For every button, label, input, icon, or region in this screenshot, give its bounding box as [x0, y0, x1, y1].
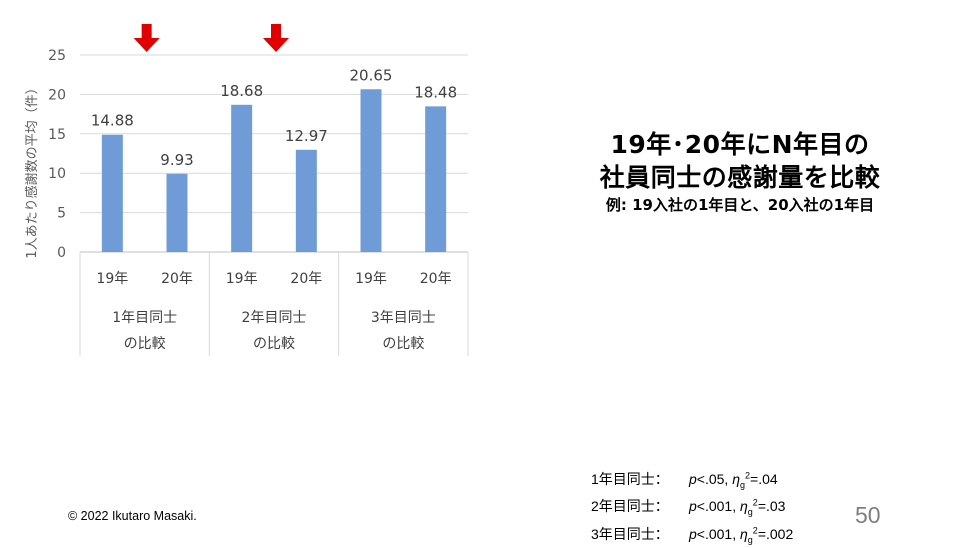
bar-value-label: 18.48: [414, 83, 457, 101]
eta-symbol: η: [732, 470, 740, 487]
eta-value: =.03: [757, 498, 786, 515]
group-label: 1年目同士: [112, 310, 177, 326]
stat-row-2: 2年目同士： p<.001, ηg2=.03: [591, 493, 793, 520]
title-line-1: 19年･20年にN年目の: [610, 130, 870, 159]
bar-value-label: 20.65: [350, 66, 393, 84]
group-label: 3年目同士: [371, 310, 436, 326]
eta-subscript: g: [747, 534, 753, 545]
eta-symbol: η: [740, 525, 748, 542]
y-tick-label: 10: [48, 166, 66, 182]
x-tick-label: 20年: [290, 271, 322, 287]
group-label: 2年目同士: [242, 310, 307, 326]
group-label-sub: の比較: [382, 336, 424, 352]
bar-value-label: 18.68: [220, 82, 263, 100]
bar: [360, 89, 382, 252]
x-tick-label: 20年: [161, 271, 193, 287]
p-symbol: p: [689, 498, 697, 515]
title-line-2: 社員同士の感謝量を比較: [599, 163, 881, 192]
eta-superscript: 2: [752, 524, 758, 535]
chart-data-labels: 14.88 9.93 18.68 12.97 20.65 18.48: [91, 66, 457, 168]
eta-value: =.002: [757, 525, 794, 542]
stat-value: p<.05, ηg2=.04: [689, 470, 778, 490]
bar: [231, 104, 253, 252]
copyright: © 2022 Ikutaro Masaki.: [68, 509, 197, 523]
x-tick-label: 20年: [420, 271, 452, 287]
group-label-sub: の比較: [253, 336, 295, 352]
y-axis-label: 1人あたり感謝数の平均（件）: [24, 81, 40, 258]
y-tick-label: 20: [48, 87, 66, 103]
stat-value: p<.001, ηg2=.002: [689, 524, 794, 545]
bar-value-label: 12.97: [285, 127, 328, 145]
stat-label: 1年目同士：: [591, 470, 669, 487]
p-symbol: p: [689, 525, 697, 542]
x-tick-label: 19年: [96, 271, 128, 287]
chart-arrows: [133, 24, 289, 52]
down-arrow-icon: [133, 24, 160, 52]
group-label-sub: の比較: [124, 336, 166, 352]
p-value: <.001,: [696, 525, 740, 542]
title-subtitle: 例: 19入社の1年目と、20入社の1年目: [605, 196, 875, 214]
p-value: <.001,: [696, 498, 740, 515]
down-arrow-icon: [263, 24, 289, 52]
y-tick-label: 25: [48, 48, 66, 64]
p-value: <.05,: [696, 470, 733, 487]
bar-value-label: 14.88: [91, 112, 134, 130]
chart-y-ticks: 0 5 10 15 20 25: [48, 48, 66, 261]
y-tick-label: 0: [57, 245, 66, 261]
stat-value: p<.001, ηg2=.03: [689, 497, 786, 517]
bar: [295, 149, 317, 252]
p-symbol: p: [689, 470, 697, 487]
y-tick-label: 5: [57, 206, 66, 222]
eta-subscript: g: [740, 479, 746, 490]
eta-subscript: g: [747, 506, 753, 517]
stat-label: 3年目同士：: [591, 525, 669, 542]
stat-label: 2年目同士：: [591, 498, 669, 515]
bar-chart: 14.88 9.93 18.68 12.97 20.65 18.48 0 5 10 15 20 25…: [24, 24, 469, 356]
statistics-block: 1年目同士： p<.05, ηg2=.04 2年目同士： p<.001, ηg2=.…: [591, 466, 793, 548]
page-number: 50: [855, 502, 881, 528]
bar: [166, 173, 188, 252]
bar: [101, 134, 123, 252]
chart-bars: [101, 89, 447, 253]
eta-superscript: 2: [752, 497, 758, 508]
bar-value-label: 9.93: [160, 151, 193, 169]
eta-superscript: 2: [745, 470, 751, 480]
chart-gridlines: [79, 54, 469, 356]
y-tick-label: 15: [48, 127, 66, 143]
stat-row-1: 1年目同士： p<.05, ηg2=.04: [591, 466, 793, 493]
stat-row-3: 3年目同士： p<.001, ηg2=.002: [591, 521, 793, 548]
eta-value: =.04: [750, 470, 778, 487]
x-tick-label: 19年: [226, 271, 258, 287]
eta-symbol: η: [740, 498, 748, 515]
x-tick-label: 19年: [355, 271, 387, 287]
bar: [425, 106, 447, 253]
slide-title: 19年･20年にN年目の 社員同士の感謝量を比較 例: 19入社の1年目と、20…: [540, 128, 940, 216]
